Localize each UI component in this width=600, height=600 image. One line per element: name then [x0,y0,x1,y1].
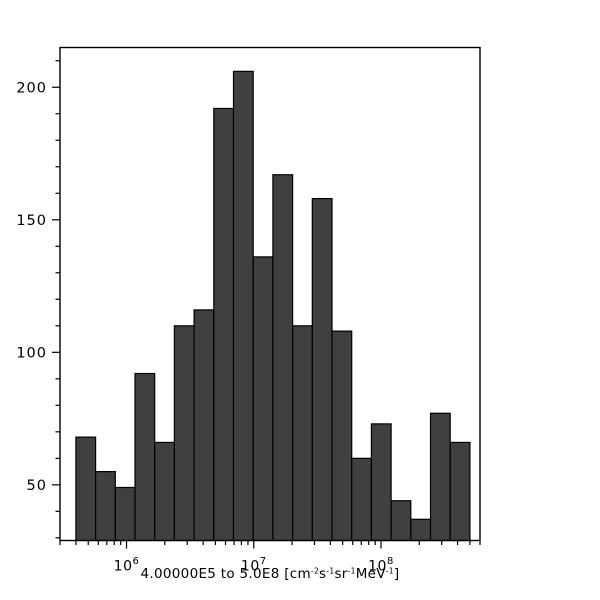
y-tick-label: 50 [27,478,47,494]
histogram-bar [311,197,333,542]
histogram-bar [429,412,451,542]
histogram-bar [213,107,235,542]
y-tick-label: 200 [16,80,47,96]
histogram-bar [331,330,353,542]
histogram-bar [232,70,254,542]
histogram-bar [154,441,175,542]
x-tick-label: 106 [114,556,140,575]
x-axis-label: 4.00000E5 to 5.0E8 [cm-2s-1sr-1MeV-1] [141,566,400,582]
y-tick-label: 100 [16,345,47,361]
histogram-bar [173,325,195,542]
histogram-bar [272,174,294,542]
y-tick-label: 150 [16,213,47,229]
histogram-bar [193,309,215,542]
histogram-bar [370,423,392,542]
histogram-bar [252,256,274,542]
histogram-bar [134,372,156,542]
histogram-bar [390,500,412,542]
histogram-bar [75,436,97,542]
x-tick-label: 108 [368,556,394,575]
plot-frame [59,46,481,542]
histogram-bar [351,457,373,542]
histogram-bar [292,325,313,542]
histogram-bar [410,518,432,542]
x-tick-label: 107 [241,556,267,575]
histogram-bar [449,441,471,542]
histogram-bar [94,470,116,542]
histogram-bar [114,486,136,542]
